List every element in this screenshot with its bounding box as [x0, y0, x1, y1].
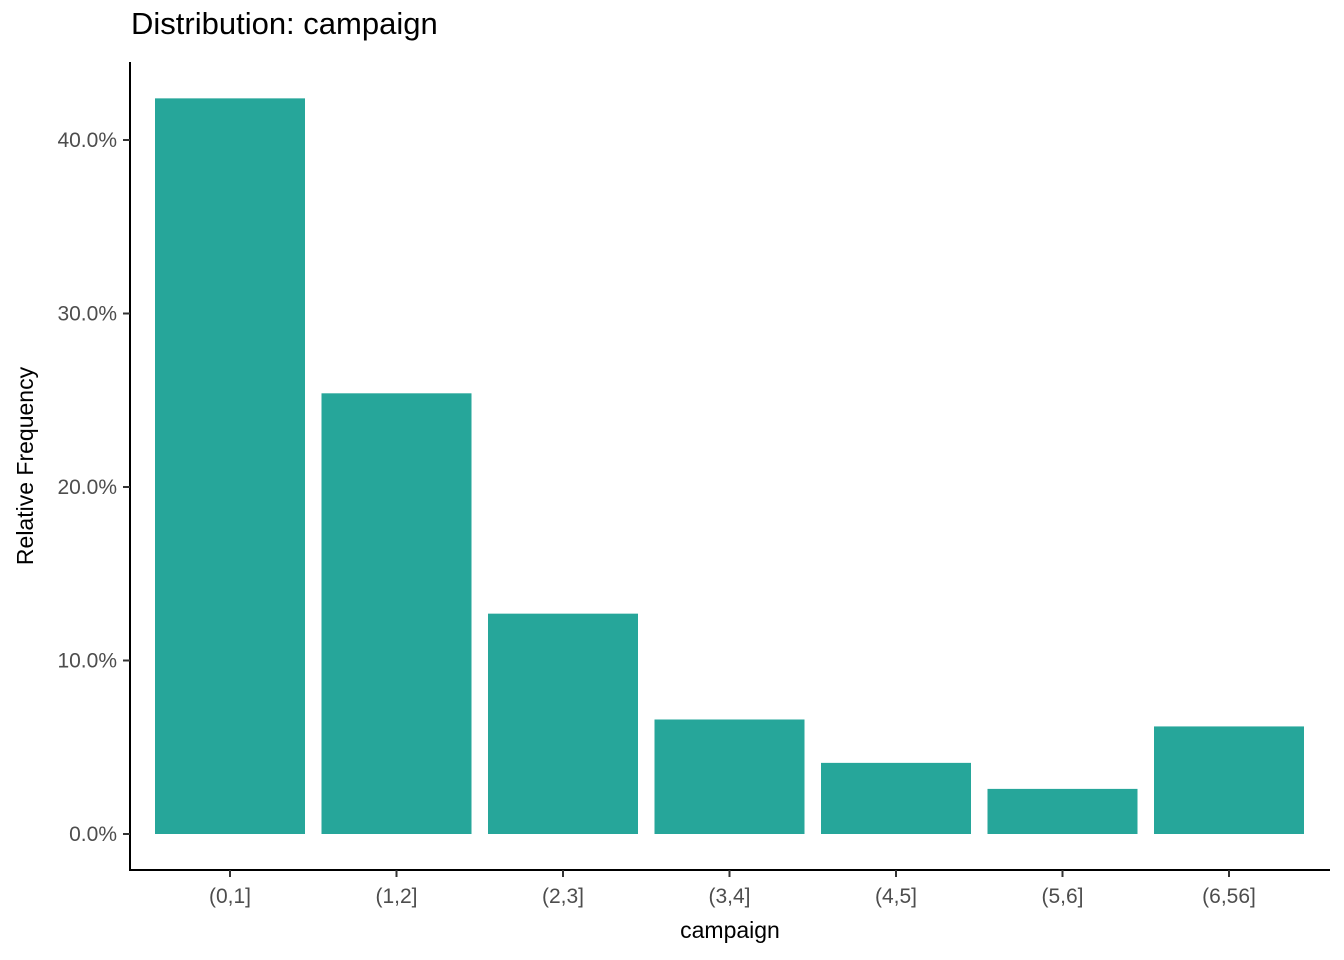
x-axis: (0,1] (1,2] (2,3] (3,4] (4,5] (5,6] (6,56]: [129, 869, 1330, 908]
x-tick-label: (2,3]: [542, 885, 584, 908]
y-axis-title: Relative Frequency: [12, 366, 38, 565]
y-tick-label: 0.0%: [69, 823, 117, 846]
chart-title: Distribution: campaign: [131, 6, 438, 41]
y-axis: 0.0% 10.0% 20.0% 30.0% 40.0%: [57, 62, 131, 870]
x-tick-label: (0,1]: [209, 885, 251, 908]
bar: [654, 719, 805, 834]
bar: [821, 762, 971, 834]
y-tick-label: 40.0%: [57, 129, 117, 152]
x-tick-label: (1,2]: [375, 885, 417, 908]
x-tick-label: (6,56]: [1202, 885, 1256, 908]
x-tick-label: (5,6]: [1041, 885, 1083, 908]
x-axis-title: campaign: [680, 917, 780, 943]
bar: [321, 393, 472, 834]
x-tick-label: (3,4]: [708, 885, 750, 908]
bar: [155, 98, 305, 835]
bars-group: [155, 98, 1304, 835]
y-tick-label: 20.0%: [57, 476, 117, 499]
bar: [1154, 726, 1304, 834]
y-tick-label: 30.0%: [57, 303, 117, 326]
bar: [987, 788, 1138, 834]
y-tick-label: 10.0%: [57, 650, 117, 673]
bar: [488, 613, 638, 834]
x-tick-label: (4,5]: [875, 885, 917, 908]
